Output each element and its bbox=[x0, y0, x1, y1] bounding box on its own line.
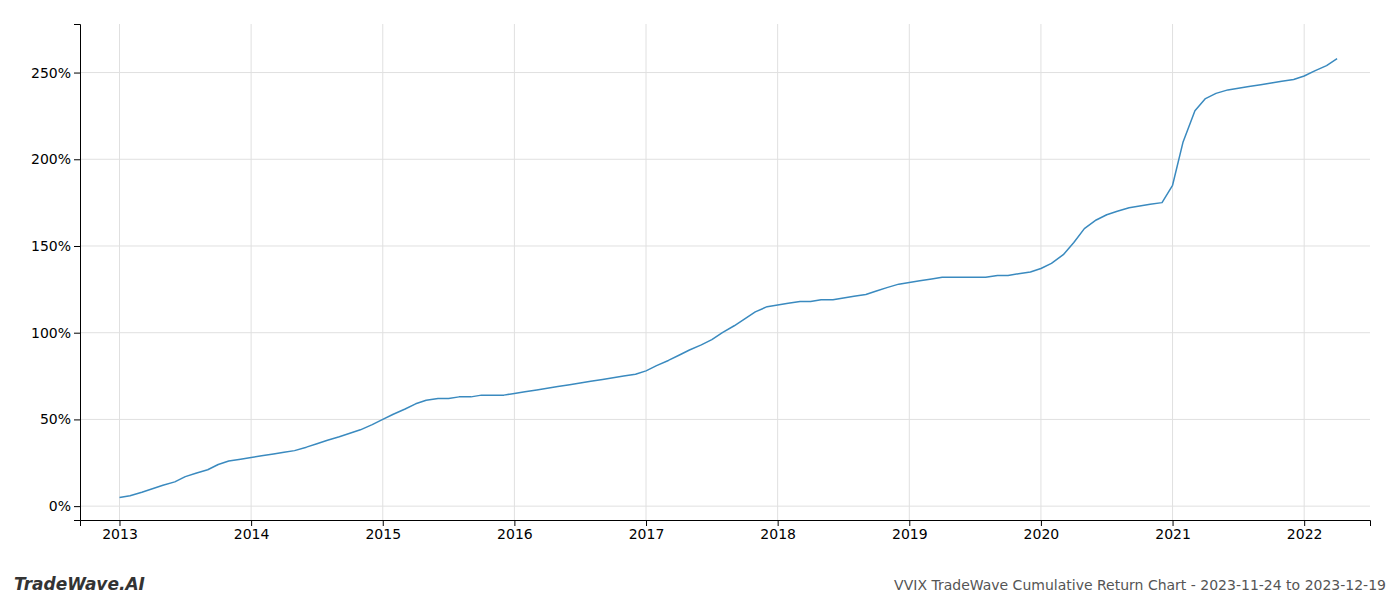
tick: 2015 bbox=[365, 520, 401, 542]
tick: 2022 bbox=[1287, 520, 1323, 542]
tick-mark bbox=[74, 506, 80, 507]
tick: 100% bbox=[31, 325, 80, 341]
tick: 250% bbox=[31, 65, 80, 81]
chart: 2013 2014 2015 2016 2017 2018 2019 2020 2021 2022… bbox=[0, 0, 1400, 600]
tick: 2013 bbox=[102, 520, 138, 542]
tick: 0% bbox=[49, 498, 80, 514]
tick: 200% bbox=[31, 151, 80, 167]
grid-line bbox=[80, 159, 1370, 160]
tick-mark bbox=[74, 246, 80, 247]
grid-line bbox=[1304, 24, 1305, 520]
grid-line bbox=[777, 24, 778, 520]
tick-label: 150% bbox=[31, 238, 71, 254]
tick-label: 2013 bbox=[102, 526, 138, 542]
tick-label: 2020 bbox=[1024, 526, 1060, 542]
tick: 2019 bbox=[892, 520, 928, 542]
grid-line bbox=[1040, 24, 1041, 520]
line bbox=[119, 59, 1337, 498]
tick-label: 0% bbox=[49, 498, 71, 514]
grid-line bbox=[80, 72, 1370, 73]
tick-label: 2019 bbox=[892, 526, 928, 542]
marks bbox=[119, 59, 1337, 498]
tick-label: 2017 bbox=[629, 526, 665, 542]
grid bbox=[80, 24, 1370, 520]
grid-line bbox=[909, 24, 910, 520]
grid-line bbox=[80, 506, 1370, 507]
y-axis: 0% 50% 100% 150% 200% 250% bbox=[31, 25, 81, 521]
x-axis: 2013 2014 2015 2016 2017 2018 2019 2020 2021 2022 bbox=[81, 520, 1371, 542]
tick-label: 250% bbox=[31, 65, 71, 81]
grid-line bbox=[80, 332, 1370, 333]
axis-line bbox=[74, 25, 81, 521]
tick-label: 100% bbox=[31, 325, 71, 341]
grid-line bbox=[80, 245, 1370, 246]
tick: 2018 bbox=[760, 520, 796, 542]
grid-line bbox=[1172, 24, 1173, 520]
title: VVIX TradeWave Cumulative Return Chart -… bbox=[894, 577, 1386, 593]
tick: 2014 bbox=[234, 520, 270, 542]
grid-line bbox=[646, 24, 647, 520]
annotation: TradeWave.AI bbox=[14, 574, 145, 594]
tick-label: 2014 bbox=[234, 526, 270, 542]
tick-label: 2016 bbox=[497, 526, 533, 542]
tick: 2021 bbox=[1155, 520, 1191, 542]
tick-label: 2022 bbox=[1287, 526, 1323, 542]
tick: 2020 bbox=[1024, 520, 1060, 542]
tick-mark bbox=[74, 419, 80, 420]
grid-line bbox=[514, 24, 515, 520]
grid-line bbox=[251, 24, 252, 520]
tick-label: 200% bbox=[31, 151, 71, 167]
tick-label: 2015 bbox=[365, 526, 401, 542]
tick-label: 2018 bbox=[760, 526, 796, 542]
grid-line bbox=[382, 24, 383, 520]
tick-label: 50% bbox=[40, 411, 71, 427]
tick: 50% bbox=[40, 411, 80, 427]
tick-mark bbox=[74, 159, 80, 160]
tick: 150% bbox=[31, 238, 80, 254]
tick-label: 2021 bbox=[1155, 526, 1191, 542]
tick: 2016 bbox=[497, 520, 533, 542]
tick-mark bbox=[74, 73, 80, 74]
plot-area: 2013 2014 2015 2016 2017 2018 2019 2020 2021 2022… bbox=[31, 24, 1371, 542]
grid-line bbox=[80, 419, 1370, 420]
tick-mark bbox=[74, 333, 80, 334]
tick: 2017 bbox=[629, 520, 665, 542]
grid-line bbox=[119, 24, 120, 520]
